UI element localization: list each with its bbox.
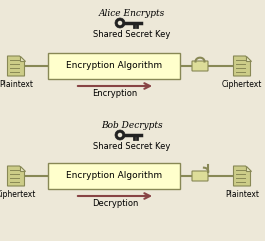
- Text: Shared Secret Key: Shared Secret Key: [93, 30, 171, 39]
- Circle shape: [115, 18, 125, 28]
- Circle shape: [115, 130, 125, 140]
- Polygon shape: [7, 166, 24, 186]
- Text: Encryption: Encryption: [92, 89, 138, 98]
- Text: Ciphertext: Ciphertext: [0, 190, 36, 199]
- Polygon shape: [7, 56, 24, 76]
- Text: Encryption Algorithm: Encryption Algorithm: [66, 172, 162, 181]
- Polygon shape: [245, 56, 250, 61]
- Bar: [48, 53, 180, 79]
- Text: Plaintext: Plaintext: [225, 190, 259, 199]
- Circle shape: [118, 133, 122, 137]
- FancyBboxPatch shape: [192, 61, 208, 71]
- Polygon shape: [20, 166, 24, 171]
- Text: Shared Secret Key: Shared Secret Key: [93, 142, 171, 151]
- Text: Alice Encrypts: Alice Encrypts: [99, 9, 165, 18]
- FancyBboxPatch shape: [192, 171, 208, 181]
- Polygon shape: [245, 166, 250, 171]
- Text: Bob Decrypts: Bob Decrypts: [101, 121, 163, 130]
- Text: Encryption Algorithm: Encryption Algorithm: [66, 61, 162, 71]
- Text: Plaintext: Plaintext: [0, 80, 33, 89]
- Text: Ciphertext: Ciphertext: [222, 80, 262, 89]
- Polygon shape: [20, 56, 24, 61]
- Circle shape: [118, 21, 122, 25]
- Bar: [48, 163, 180, 189]
- Text: Decryption: Decryption: [92, 199, 138, 208]
- Polygon shape: [233, 166, 250, 186]
- Polygon shape: [233, 56, 250, 76]
